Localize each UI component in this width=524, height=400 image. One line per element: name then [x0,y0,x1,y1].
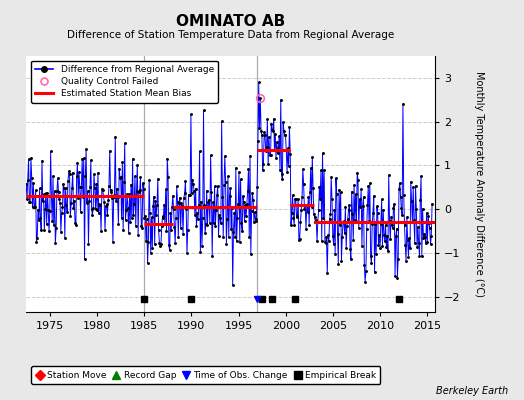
Y-axis label: Monthly Temperature Anomaly Difference (°C): Monthly Temperature Anomaly Difference (… [474,71,484,297]
Text: OMINATO AB: OMINATO AB [176,14,285,29]
Text: Difference of Station Temperature Data from Regional Average: Difference of Station Temperature Data f… [67,30,394,40]
Legend: Station Move, Record Gap, Time of Obs. Change, Empirical Break: Station Move, Record Gap, Time of Obs. C… [31,366,380,384]
Text: Berkeley Earth: Berkeley Earth [436,386,508,396]
